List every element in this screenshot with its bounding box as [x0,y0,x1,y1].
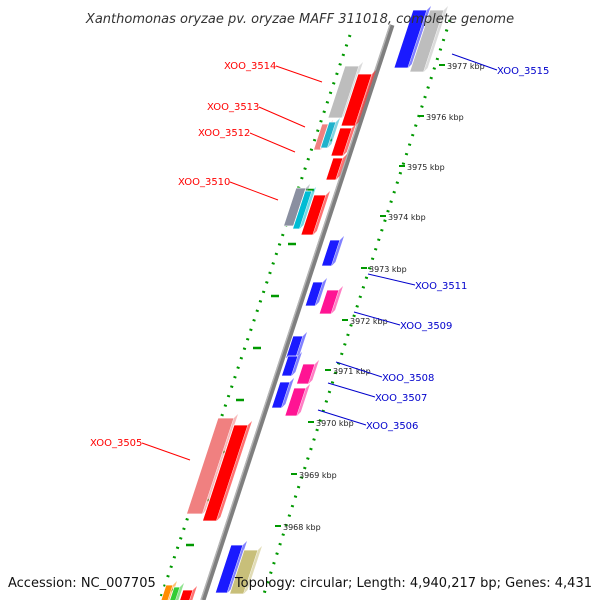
gene-shade [189,586,197,600]
scale-tick-label: 3973 kbp [369,265,407,274]
gene-shade [342,124,356,156]
gene-leader-line [327,382,376,398]
scale-tick-label: 3975 kbp [407,163,445,172]
gene-shade [216,421,252,521]
gene-leader-line [451,53,498,71]
accession-text: Accession: NC_007705 [8,576,156,591]
topology-text: Topology: circular; Length: 4,940,217 bp… [234,576,592,591]
gene-shade [407,6,431,68]
genome-title: Xanthomonas oryzae pv. oryzae MAFF 31101… [85,12,514,27]
scale-tick-label: 3974 kbp [388,213,426,222]
scale-tick-label: 3971 kbp [333,367,371,376]
scale-tick-label: 3976 kbp [426,113,464,122]
gene-block-orange[interactable] [159,584,174,600]
gene-label-xoo_3514[interactable]: XOO_3514 [224,61,276,72]
gene-leader-line [141,442,191,461]
scale-tick-label: 3977 kbp [447,62,485,71]
gene-leader-line [335,361,383,378]
gene-shade [299,187,316,229]
gene-shade [308,360,319,384]
gene-label-xoo_3505[interactable]: XOO_3505 [90,438,142,449]
scale-ticks: 3968 kbp 3969 kbp 3970 kbp 3971 kbp 3972 kbp… [158,19,485,600]
gene-leader-line [275,65,323,83]
gene-shade [291,352,302,376]
scale-tick-label: 3968 kbp [283,523,321,532]
gene-shade [175,583,184,600]
gene-label-xoo_3508[interactable]: XOO_3508 [382,373,434,384]
gene-label-xoo_3509[interactable]: XOO_3509 [400,321,452,332]
gene-shade [296,384,310,416]
gene-shade [227,541,247,593]
gene-shade [327,118,340,148]
gene-shade [354,70,376,126]
gene-leader-line [249,132,296,153]
scale-tick-label: 3970 kbp [316,419,354,428]
scale-tick-label: 3972 kbp [350,317,388,326]
gene-shade [331,286,343,314]
gene-block-red-bottom[interactable] [176,589,194,600]
gene-shade [312,191,330,235]
gene-shade [331,236,344,266]
scale-tick-label: 3969 kbp [299,471,337,480]
gene-shade [243,546,262,594]
gene-shade [335,154,347,180]
gene-leader-line [353,311,401,326]
gene-shade [281,378,294,408]
gene-label-xoo_3515[interactable]: XOO_3515 [497,66,549,77]
gene-features [159,6,448,600]
gene-shade [423,6,448,72]
gene-label-xoo_3511[interactable]: XOO_3511 [415,281,467,292]
left-scale-rail [158,34,352,600]
gene-block-green[interactable] [167,586,181,600]
gene-label-xoo_3510[interactable]: XOO_3510 [178,177,230,188]
gene-leader-line [317,409,367,426]
gene-labels: XOO_3514 XOO_3513 XOO_3512 XOO_3510 XOO_3505… [90,53,549,461]
gene-label-xoo_3506[interactable]: XOO_3506 [366,421,418,432]
gene-leader-line [258,106,306,128]
gene-leader-line [367,273,416,286]
gene-label-xoo_3513[interactable]: XOO_3513 [207,102,259,113]
gene-shade [315,278,327,306]
gene-leader-line [229,181,279,201]
gene-label-xoo_3507[interactable]: XOO_3507 [375,393,427,404]
gene-label-xoo_3512[interactable]: XOO_3512 [198,128,250,139]
gene-shade [295,332,307,358]
backbone-line [200,24,395,600]
